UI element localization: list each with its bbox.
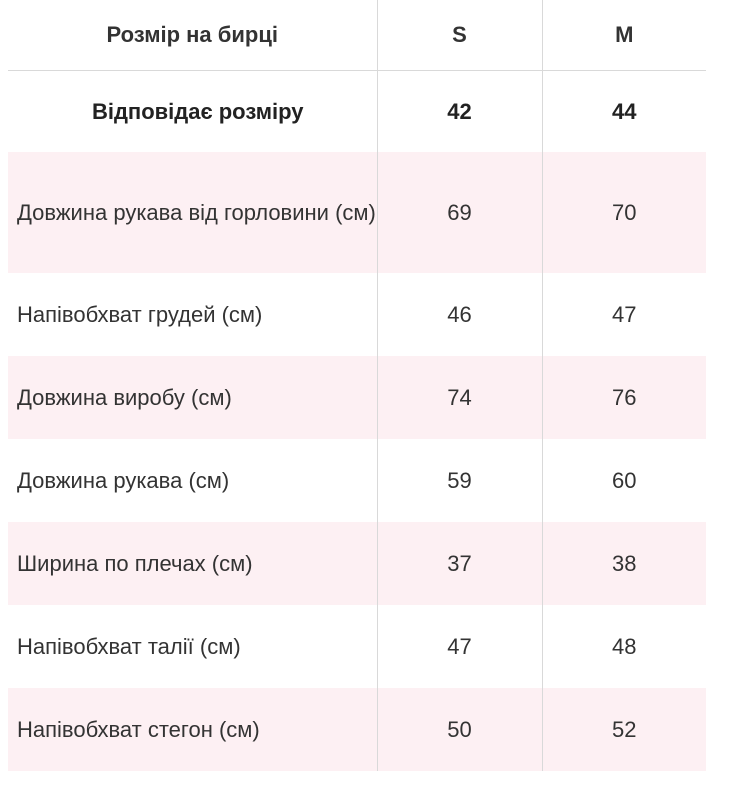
- row-value-s: 46: [376, 273, 542, 356]
- header-label: Розмір на бирці: [8, 0, 377, 71]
- row-value-s: 59: [376, 439, 542, 522]
- table-row: Довжина виробу (см) 74 76: [8, 356, 706, 439]
- size-chart-table: Розмір на бирці S M Відповідає розміру 4…: [8, 0, 706, 771]
- row-value-s: 37: [376, 522, 542, 605]
- header-size-m: M: [541, 0, 706, 71]
- table-header-row: Розмір на бирці S M: [8, 0, 706, 71]
- row-value-m: 48: [541, 605, 706, 688]
- row-label: Напівобхват грудей (см): [17, 301, 263, 327]
- row-label: Ширина по плечах (см): [8, 522, 377, 605]
- table-row: Ширина по плечах (см) 37 38: [8, 522, 706, 605]
- row-value-s: 74: [376, 356, 542, 439]
- row-value-m: 47: [541, 273, 706, 356]
- row-value-s: 47: [376, 605, 542, 688]
- row-label: Напівобхват талії (см): [17, 633, 241, 659]
- table-row: Напівобхват стегон (см) 50 52: [8, 688, 706, 771]
- row-label: Довжина виробу (см): [8, 356, 377, 439]
- corresponds-label: Відповідає розміру: [91, 98, 304, 124]
- row-value-m: 76: [541, 356, 706, 439]
- corresponds-row: Відповідає розміру 42 44: [8, 70, 706, 152]
- corresponds-value-s: 42: [376, 70, 542, 152]
- row-value-m: 38: [541, 522, 706, 605]
- header-size-s: S: [376, 0, 542, 71]
- row-label: Напівобхват стегон (см): [8, 688, 377, 771]
- table-row: Напівобхват грудей (см) 46 47: [8, 273, 706, 356]
- table-row: Довжина рукава від горловини (см) 69 70: [8, 152, 706, 273]
- corresponds-value-m: 44: [541, 70, 706, 152]
- row-label: Довжина рукава від горловини (см): [8, 152, 377, 273]
- row-label: Довжина рукава (см): [17, 467, 230, 493]
- table-row: Напівобхват талії (см) 47 48: [8, 605, 706, 688]
- row-value-m: 70: [541, 152, 706, 273]
- row-value-s: 50: [376, 688, 542, 771]
- row-value-m: 60: [541, 439, 706, 522]
- table-row: Довжина рукава (см) 59 60: [8, 439, 706, 522]
- row-value-m: 52: [541, 688, 706, 771]
- row-value-s: 69: [376, 152, 542, 273]
